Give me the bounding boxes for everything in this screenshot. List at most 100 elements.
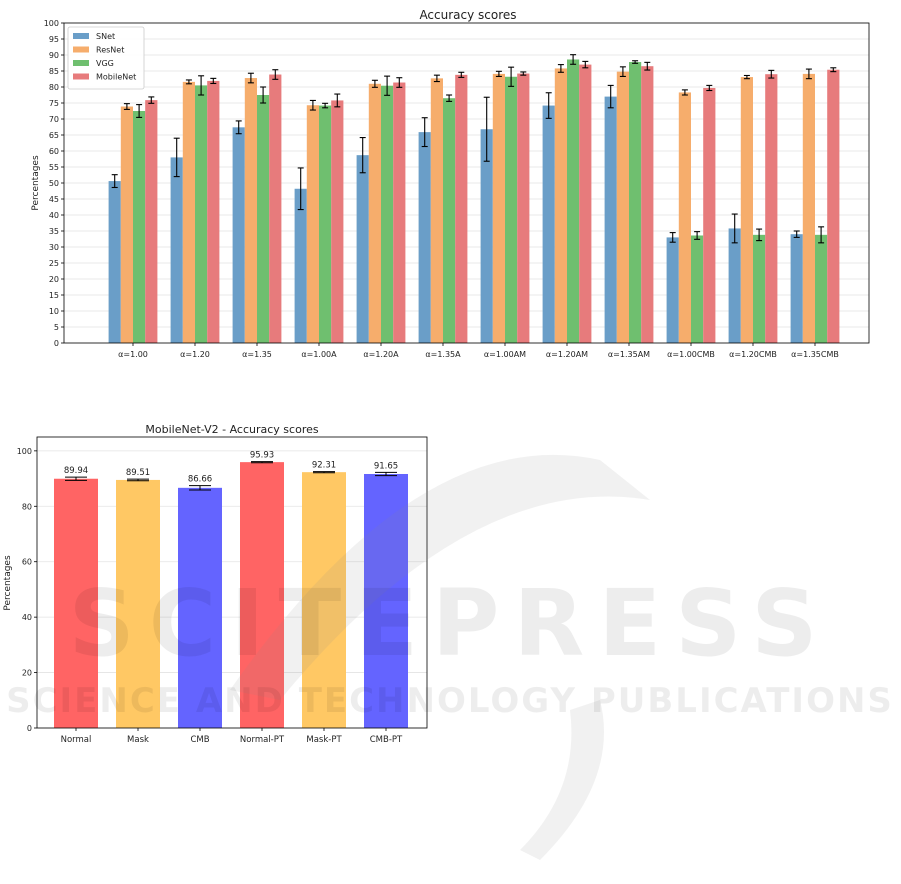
legend-swatch-vgg [73, 60, 89, 66]
chart2-y-tick-label: 100 [17, 447, 32, 456]
chart2-x-tick-label-normal: Normal [61, 735, 92, 745]
error-bar-mobilenet-1 [210, 77, 217, 85]
error-bar-cmb [189, 485, 211, 491]
error-bar-resnet-0 [123, 103, 130, 110]
chart2-error-bars [65, 461, 397, 491]
chart1-y-ticks: 0 5 10 15 20 25 30 35 40 45 50 55 60 65 70 75 80 85 90 95 10… [44, 19, 64, 348]
bar-mobilenet-2 [269, 74, 282, 344]
bar-vgg-6 [505, 76, 518, 343]
bar-mobilenet-3 [331, 100, 344, 343]
error-bar-mobilenet-10 [768, 69, 775, 79]
bar-snet-2 [232, 127, 245, 343]
chart2-y-tick-label: 20 [22, 669, 32, 678]
error-bar-mobilenet-11 [830, 67, 837, 73]
chart1-y-tick-label: 80 [49, 83, 59, 92]
bar-normal [54, 478, 98, 728]
legend-label-resnet: ResNet [96, 46, 124, 55]
mobilenet-v2-chart: MobileNet-V2 - Accuracy scores Percentag… [3, 423, 428, 745]
chart1-x-tick-label-1-00a: α=1.00A [301, 350, 337, 359]
error-bar-resnet-6 [495, 70, 502, 77]
bar-vgg-11 [815, 234, 828, 343]
bar-mobilenet-7 [579, 64, 592, 343]
error-bar-snet-0 [111, 174, 118, 189]
error-bar-resnet-5 [433, 74, 440, 83]
chart2-y-tick-label: 60 [22, 558, 32, 567]
bar-mobilenet-4 [393, 82, 406, 344]
chart1-y-tick-label: 0 [54, 339, 59, 348]
bar-mobilenet-8 [641, 66, 654, 343]
chart1-x-tick-label-1-35cmb: α=1.35CMB [791, 350, 839, 359]
chart2-bars [54, 462, 408, 728]
bar-snet-4 [356, 155, 369, 343]
bar-snet-5 [418, 132, 431, 343]
error-bar-normal-pt [251, 461, 273, 464]
error-bar-resnet-1 [185, 79, 192, 85]
chart1-title: Accuracy scores [419, 8, 516, 22]
error-bar-vgg-6 [508, 66, 515, 87]
chart2-y-tick-label: 80 [22, 502, 32, 511]
chart1-x-tick-label-1-00cmb: α=1.00CMB [667, 350, 715, 359]
error-bar-snet-4 [359, 137, 366, 174]
error-bar-vgg-8 [632, 60, 639, 64]
error-bar-normal [65, 476, 87, 481]
legend-label-vgg: VGG [96, 59, 114, 68]
error-bar-resnet-3 [309, 99, 316, 111]
bar-mobilenet-10 [765, 74, 778, 343]
chart2-x-tick-label-mask: Mask [127, 735, 149, 745]
error-bar-snet-7 [545, 92, 552, 119]
error-bar-snet-2 [235, 120, 242, 135]
chart2-y-tick-label: 0 [27, 724, 32, 733]
chart2-value-labels: 89.94 89.51 86.66 95.93 92.31 91.65 [64, 451, 398, 485]
chart1-y-tick-label: 65 [49, 131, 59, 140]
error-bar-resnet-7 [557, 64, 564, 73]
chart2-y-tick-label: 40 [22, 613, 32, 622]
chart1-y-tick-label: 15 [49, 291, 59, 300]
chart1-x-tick-label-1-35am: α=1.35AM [608, 350, 650, 359]
error-bar-vgg-10 [756, 228, 763, 242]
error-bar-mobilenet-8 [644, 61, 651, 71]
chart1-x-tick-label-1-20cmb: α=1.20CMB [729, 350, 777, 359]
error-bar-vgg-4 [384, 75, 391, 96]
error-bar-vgg-2 [260, 86, 267, 104]
legend-label-snet: SNet [96, 32, 115, 41]
bar-mask [116, 479, 160, 728]
bar-resnet-9 [678, 92, 691, 343]
bar-mobilenet-11 [827, 69, 840, 343]
chart1-y-tick-label: 55 [49, 163, 59, 172]
bar-vgg-4 [381, 85, 394, 343]
accuracy-scores-chart: Accuracy scores Percentages 0 5 10 15 20 25 30… [31, 8, 870, 359]
error-bar-mobilenet-4 [396, 77, 403, 88]
bar-resnet-11 [802, 73, 815, 343]
error-bar-mobilenet-6 [520, 71, 527, 76]
bar-normal-pt [240, 462, 284, 728]
bar-snet-10 [728, 228, 741, 343]
error-bar-snet-8 [607, 84, 614, 109]
bar-cmb [178, 487, 222, 728]
value-label-normal: 89.94 [64, 466, 88, 476]
bar-snet-8 [604, 96, 617, 343]
error-bar-mask-pt [313, 471, 335, 474]
bar-mobilenet-1 [207, 80, 220, 344]
legend-swatch-snet [73, 33, 89, 39]
chart1-x-tick-label-1-35a: α=1.35A [425, 350, 461, 359]
chart2-title: MobileNet-V2 - Accuracy scores [145, 423, 318, 436]
value-label-cmb: 86.66 [188, 475, 212, 485]
chart1-y-tick-label: 40 [49, 211, 59, 220]
chart1-y-tick-label: 5 [54, 323, 59, 332]
bar-vgg-9 [691, 235, 704, 343]
error-bar-vgg-3 [322, 102, 329, 109]
chart1-y-tick-label: 60 [49, 147, 59, 156]
chart1-y-tick-label: 85 [49, 67, 59, 76]
error-bar-resnet-11 [805, 68, 812, 80]
error-bar-snet-5 [421, 117, 428, 148]
bar-mobilenet-6 [517, 73, 530, 343]
chart1-y-tick-label: 45 [49, 195, 59, 204]
value-label-mask: 89.51 [126, 468, 150, 478]
error-bar-vgg-1 [198, 75, 205, 96]
error-bar-mobilenet-9 [706, 84, 713, 92]
chart1-y-tick-label: 30 [49, 243, 59, 252]
chart1-x-tick-label-1-20: α=1.20 [180, 350, 210, 359]
chart1-x-tick-label-1-20a: α=1.20A [363, 350, 399, 359]
error-bar-vgg-9 [694, 231, 701, 240]
bar-vgg-1 [195, 85, 208, 344]
